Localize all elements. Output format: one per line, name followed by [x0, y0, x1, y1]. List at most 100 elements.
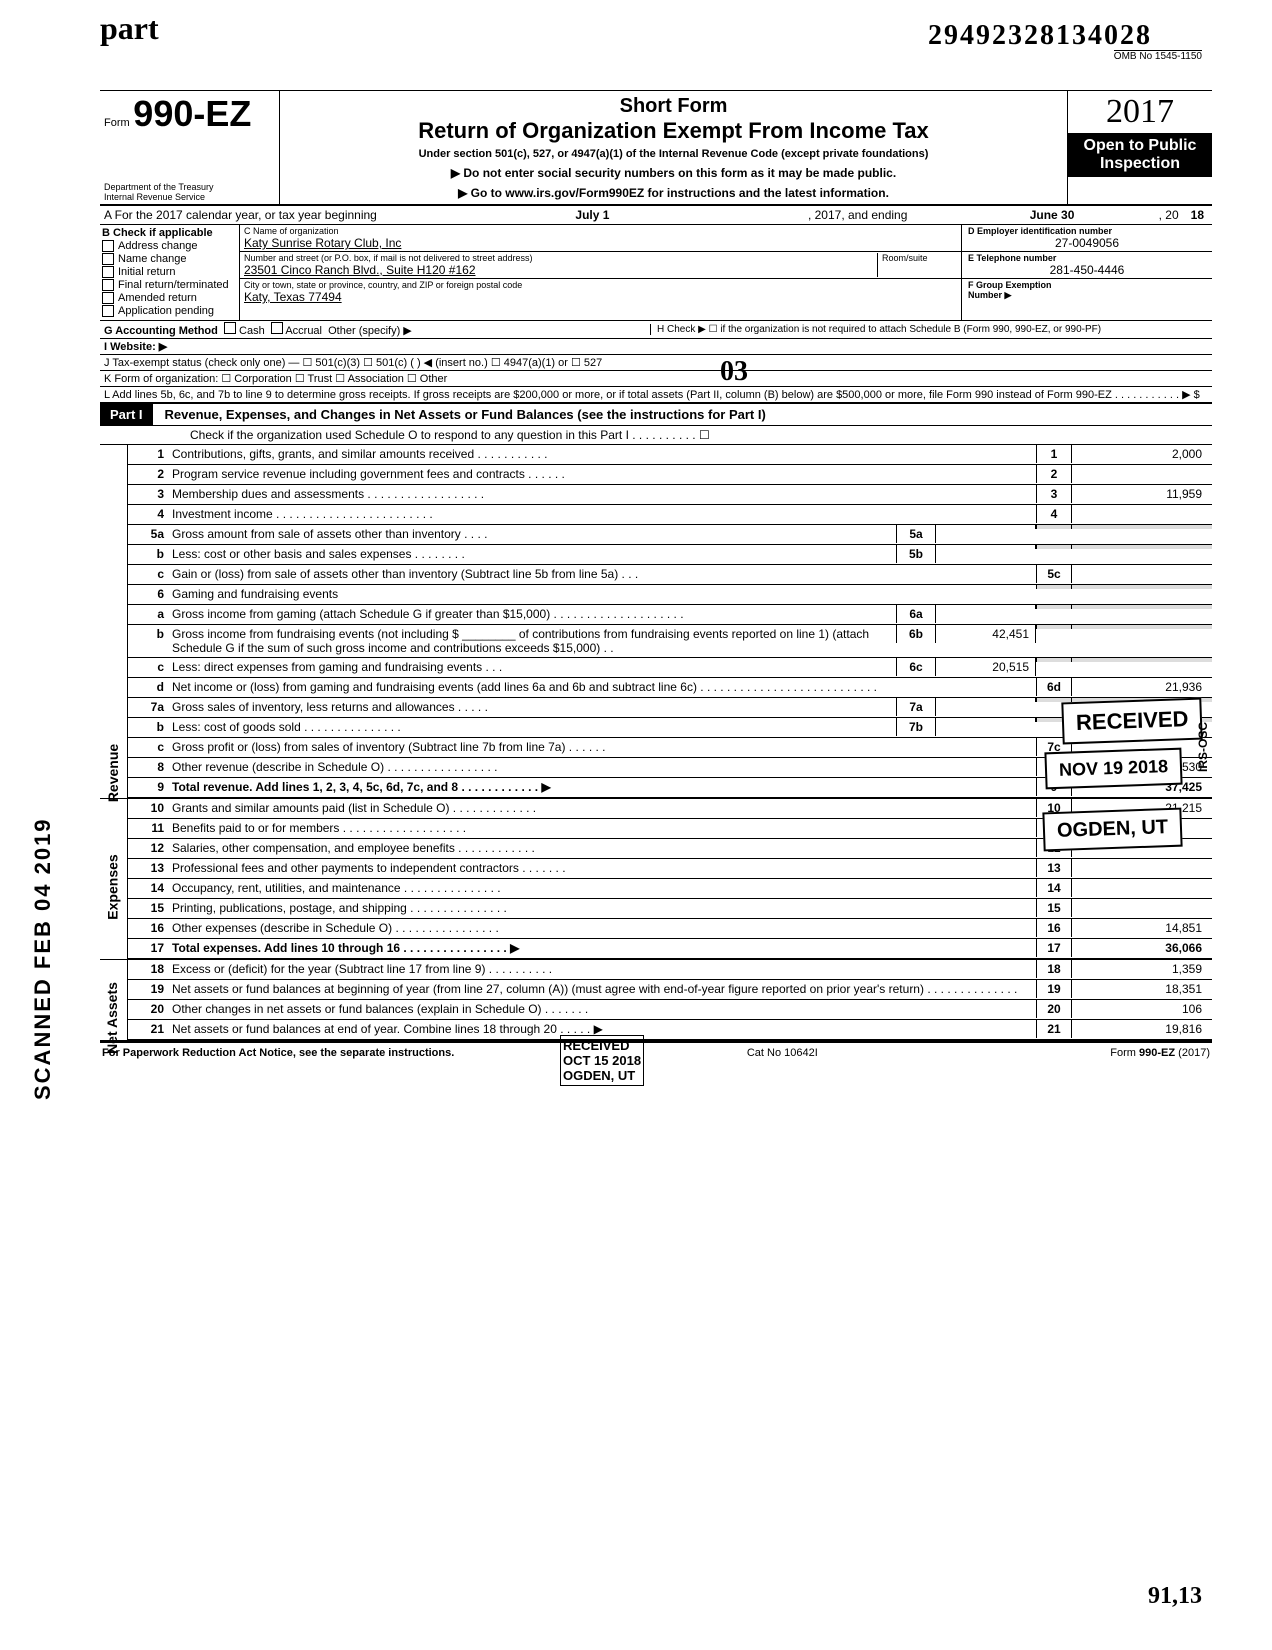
line-rval: 11,959: [1072, 485, 1212, 503]
row-k: K Form of organization: ☐ Corporation ☐ …: [100, 371, 1212, 387]
line-row: 20Other changes in net assets or fund ba…: [128, 1000, 1212, 1020]
line-row: 19Net assets or fund balances at beginni…: [128, 980, 1212, 1000]
line-row: 2Program service revenue including gover…: [128, 465, 1212, 485]
i-label: I Website: ▶: [104, 340, 167, 353]
line-rbox: [1036, 658, 1072, 662]
city-label: City or town, state or province, country…: [244, 280, 957, 290]
revenue-section: Revenue 1Contributions, gifts, grants, a…: [100, 445, 1212, 798]
g-other: Other (specify) ▶: [328, 325, 412, 337]
line-rbox: 14: [1036, 879, 1072, 897]
line-midbox: 6a: [896, 605, 936, 623]
line-num: 20: [128, 1000, 168, 1018]
cb-amended-return[interactable]: Amended return: [102, 292, 237, 304]
row-f: F Group Exemption Number ▶: [962, 279, 1212, 302]
line-num: 7a: [128, 698, 168, 716]
part-1-title: Revenue, Expenses, and Changes in Net As…: [153, 407, 766, 422]
cb-label: Final return/terminated: [118, 279, 229, 291]
line-desc: Less: cost or other basis and sales expe…: [168, 545, 896, 563]
line-rval: [1072, 879, 1212, 883]
line-num: 3: [128, 485, 168, 503]
stamp-date: NOV 19 2018: [1044, 748, 1182, 790]
form-header: Form 990-EZ Department of the Treasury I…: [100, 90, 1212, 206]
line-midval: [936, 545, 1036, 549]
footer-mid: Cat No 10642I: [747, 1047, 818, 1059]
line-a-yy: 18: [1191, 208, 1204, 222]
line-rval: [1072, 585, 1212, 589]
k-label: K Form of organization: ☐ Corporation ☐ …: [104, 372, 447, 385]
line-desc: Net income or (loss) from gaming and fun…: [168, 678, 1036, 696]
line-desc: Gross income from gaming (attach Schedul…: [168, 605, 896, 623]
line-desc: Net assets or fund balances at beginning…: [168, 980, 1036, 998]
cb-address-change[interactable]: Address change: [102, 240, 237, 252]
line-midbox: 5b: [896, 545, 936, 563]
line-midval: [936, 605, 1036, 609]
j-label: J Tax-exempt status (check only one) — ☐…: [104, 356, 602, 369]
header-right: 2017 Open to Public Inspection: [1067, 91, 1212, 204]
line-row: 15Printing, publications, postage, and s…: [128, 899, 1212, 919]
line-row: 5aGross amount from sale of assets other…: [128, 525, 1212, 545]
row-name: C Name of organization Katy Sunrise Rota…: [240, 225, 961, 252]
f-label2: Number ▶: [968, 290, 1206, 301]
cb-application-pending[interactable]: Application pending: [102, 305, 237, 317]
title-short-form: Short Form: [288, 95, 1059, 118]
side-net: Net Assets: [100, 960, 128, 1040]
line-row: bLess: cost or other basis and sales exp…: [128, 545, 1212, 565]
side-revenue: Revenue: [100, 445, 128, 798]
line-num: a: [128, 605, 168, 623]
line-desc: Program service revenue including govern…: [168, 465, 1036, 483]
line-rbox: [1036, 585, 1072, 589]
row-city: City or town, state or province, country…: [240, 279, 961, 305]
row-d: D Employer identification number 27-0049…: [962, 225, 1212, 252]
line-rval: [1072, 605, 1212, 609]
line-rval: 19,816: [1072, 1020, 1212, 1038]
line-midbox: 6b: [896, 625, 936, 643]
line-desc: Gross profit or (loss) from sales of inv…: [168, 738, 1036, 756]
line-row: cLess: direct expenses from gaming and f…: [128, 658, 1212, 678]
line-num: 16: [128, 919, 168, 937]
arrow-website: ▶ Go to www.irs.gov/Form990EZ for instru…: [288, 186, 1059, 200]
expenses-label: Expenses: [105, 854, 121, 919]
line-a-end: June 30: [1030, 208, 1075, 222]
line-a-mid: , 2017, and ending: [808, 208, 907, 222]
line-rbox: 5c: [1036, 565, 1072, 583]
line-rval: [1072, 658, 1212, 662]
header-left: Form 990-EZ Department of the Treasury I…: [100, 91, 280, 204]
line-num: 12: [128, 839, 168, 857]
col-b-label: B Check if applicable: [102, 227, 237, 239]
meta-rows: G Accounting Method Cash Accrual Other (…: [100, 321, 1212, 404]
cb-name-change[interactable]: Name change: [102, 253, 237, 265]
line-rbox: 15: [1036, 899, 1072, 917]
cb-final-return[interactable]: Final return/terminated: [102, 279, 237, 291]
cb-label: Initial return: [118, 266, 175, 278]
open-line2: Inspection: [1100, 155, 1180, 172]
row-i: I Website: ▶: [100, 339, 1212, 355]
hw-bottom: 91,13: [1148, 1583, 1202, 1610]
cb-initial-return[interactable]: Initial return: [102, 266, 237, 278]
col-def: D Employer identification number 27-0049…: [962, 225, 1212, 320]
line-num: c: [128, 658, 168, 676]
line-rval: 106: [1072, 1000, 1212, 1018]
line-a-suffix: , 20: [1159, 208, 1179, 222]
line-row: 16Other expenses (describe in Schedule O…: [128, 919, 1212, 939]
line-desc: Excess or (deficit) for the year (Subtra…: [168, 960, 1036, 978]
stamp-scanned: SCANNED FEB 04 2019: [30, 817, 56, 1100]
org-name: Katy Sunrise Rotary Club, Inc: [244, 236, 957, 250]
line-midbox: 7a: [896, 698, 936, 716]
line-num: 8: [128, 758, 168, 776]
line-num: 18: [128, 960, 168, 978]
lines-revenue: 1Contributions, gifts, grants, and simil…: [128, 445, 1212, 798]
g-cash: Cash: [239, 325, 265, 337]
line-rbox: 18: [1036, 960, 1072, 978]
line-num: 10: [128, 799, 168, 817]
net-section: Net Assets 18Excess or (deficit) for the…: [100, 959, 1212, 1042]
line-rbox: 16: [1036, 919, 1072, 937]
line-num: 21: [128, 1020, 168, 1038]
row-j: J Tax-exempt status (check only one) — ☐…: [100, 355, 1212, 371]
footer: For Paperwork Reduction Act Notice, see …: [100, 1042, 1212, 1063]
h-label: H Check ▶ ☐ if the organization is not r…: [650, 324, 1208, 335]
line-num: 17: [128, 939, 168, 957]
line-desc: Investment income . . . . . . . . . . . …: [168, 505, 1036, 523]
line-num: 1: [128, 445, 168, 463]
row-l: L Add lines 5b, 6c, and 7b to line 9 to …: [100, 387, 1212, 404]
line-rbox: [1036, 545, 1072, 549]
